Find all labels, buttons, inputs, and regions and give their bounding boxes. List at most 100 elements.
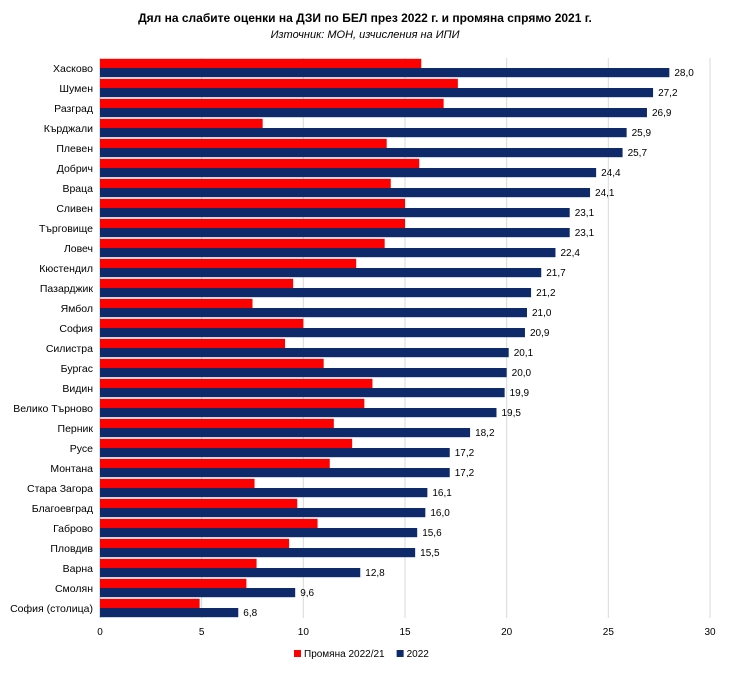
- category-label: Пазарджик: [40, 283, 94, 295]
- bar-change: [100, 378, 373, 388]
- category-label: Бургас: [61, 363, 93, 375]
- bar-change: [100, 498, 298, 508]
- data-label: 20,9: [530, 328, 550, 339]
- bar-change: [100, 258, 357, 268]
- bar-change: [100, 598, 200, 608]
- category-label: Плевен: [56, 143, 93, 155]
- data-label: 20,1: [514, 348, 534, 359]
- bar-2022: [100, 108, 647, 118]
- bar-2022: [100, 508, 426, 518]
- data-label: 15,5: [420, 548, 440, 559]
- bar-change: [100, 538, 290, 548]
- bar-change: [100, 478, 255, 488]
- bar-2022: [100, 608, 239, 618]
- category-label: Сливен: [56, 203, 93, 215]
- bar-change: [100, 278, 294, 288]
- data-label: 24,4: [601, 168, 621, 179]
- category-label: Варна: [63, 563, 93, 575]
- bar-2022: [100, 308, 527, 318]
- bar-change: [100, 118, 263, 128]
- legend-swatch: [396, 650, 404, 657]
- category-label: Стара Загора: [27, 483, 93, 495]
- data-label: 21,7: [546, 268, 566, 279]
- x-tick-label: 20: [501, 627, 513, 638]
- chart-title: Дял на слабите оценки на ДЗИ по БЕЛ през…: [138, 11, 592, 25]
- bar-2022: [100, 548, 416, 558]
- category-label: Търговище: [39, 223, 93, 235]
- bar-change: [100, 78, 458, 88]
- category-label: Шумен: [59, 83, 93, 95]
- category-label: Благоевград: [32, 503, 93, 515]
- bar-change: [100, 578, 247, 588]
- data-label: 21,2: [536, 288, 556, 299]
- data-label: 15,6: [422, 528, 442, 539]
- data-label: 23,1: [575, 228, 595, 239]
- bar-2022: [100, 468, 450, 478]
- data-label: 18,2: [475, 428, 495, 439]
- bar-2022: [100, 68, 670, 78]
- bar-2022: [100, 368, 507, 378]
- category-label: Разград: [54, 103, 93, 115]
- bar-2022: [100, 208, 570, 218]
- bar-change: [100, 338, 286, 348]
- data-label: 17,2: [455, 468, 475, 479]
- data-label: 12,8: [365, 568, 385, 579]
- category-label: Силистра: [46, 343, 93, 355]
- bar-2022: [100, 168, 597, 178]
- bar-2022: [100, 588, 296, 598]
- bar-2022: [100, 428, 471, 438]
- category-label: Велико Търново: [13, 403, 93, 415]
- category-label: Ловеч: [64, 243, 93, 255]
- legend-swatch: [294, 650, 301, 657]
- bar-2022: [100, 348, 509, 358]
- bar-2022: [100, 388, 505, 398]
- category-label: Видин: [62, 383, 93, 395]
- category-label: Монтана: [50, 463, 93, 475]
- bar-change: [100, 518, 318, 528]
- data-label: 28,0: [674, 68, 694, 79]
- category-label: Габрово: [53, 523, 93, 535]
- x-tick-label: 10: [298, 627, 310, 638]
- data-label: 25,9: [632, 128, 652, 139]
- bar-change: [100, 318, 304, 328]
- bar-2022: [100, 128, 627, 138]
- bar-2022: [100, 248, 556, 258]
- bar-2022: [100, 568, 361, 578]
- legend-label: Промяна 2022/21: [304, 649, 385, 660]
- bar-change: [100, 298, 253, 308]
- data-label: 23,1: [575, 208, 595, 219]
- x-tick-label: 0: [97, 627, 103, 638]
- bar-2022: [100, 488, 428, 498]
- bars: [100, 58, 670, 618]
- bar-2022: [100, 408, 497, 418]
- bar-2022: [100, 448, 450, 458]
- data-label: 25,7: [628, 148, 648, 159]
- bar-2022: [100, 288, 532, 298]
- bar-2022: [100, 528, 418, 538]
- data-label: 24,1: [595, 188, 615, 199]
- category-label: Враца: [62, 183, 93, 195]
- category-label: Ямбол: [61, 303, 93, 315]
- category-label: София: [59, 323, 93, 335]
- data-label: 19,9: [510, 388, 530, 399]
- bar-2022: [100, 88, 654, 98]
- bar-change: [100, 418, 334, 428]
- x-tick-label: 15: [399, 627, 411, 638]
- data-label: 21,0: [532, 308, 552, 319]
- bar-change: [100, 458, 330, 468]
- category-label: Кърджали: [44, 123, 93, 135]
- category-label: Перник: [58, 423, 94, 435]
- bar-change: [100, 178, 391, 188]
- category-label: Хасково: [53, 63, 93, 75]
- x-tick-label: 30: [704, 627, 716, 638]
- bar-2022: [100, 188, 591, 198]
- bar-2022: [100, 328, 525, 338]
- data-label: 20,0: [512, 368, 532, 379]
- legend-label: 2022: [407, 649, 430, 660]
- bar-change: [100, 358, 324, 368]
- bar-change: [100, 58, 422, 68]
- category-label: Смолян: [55, 583, 93, 595]
- category-label: Добрич: [57, 163, 93, 175]
- data-label: 16,0: [430, 508, 450, 519]
